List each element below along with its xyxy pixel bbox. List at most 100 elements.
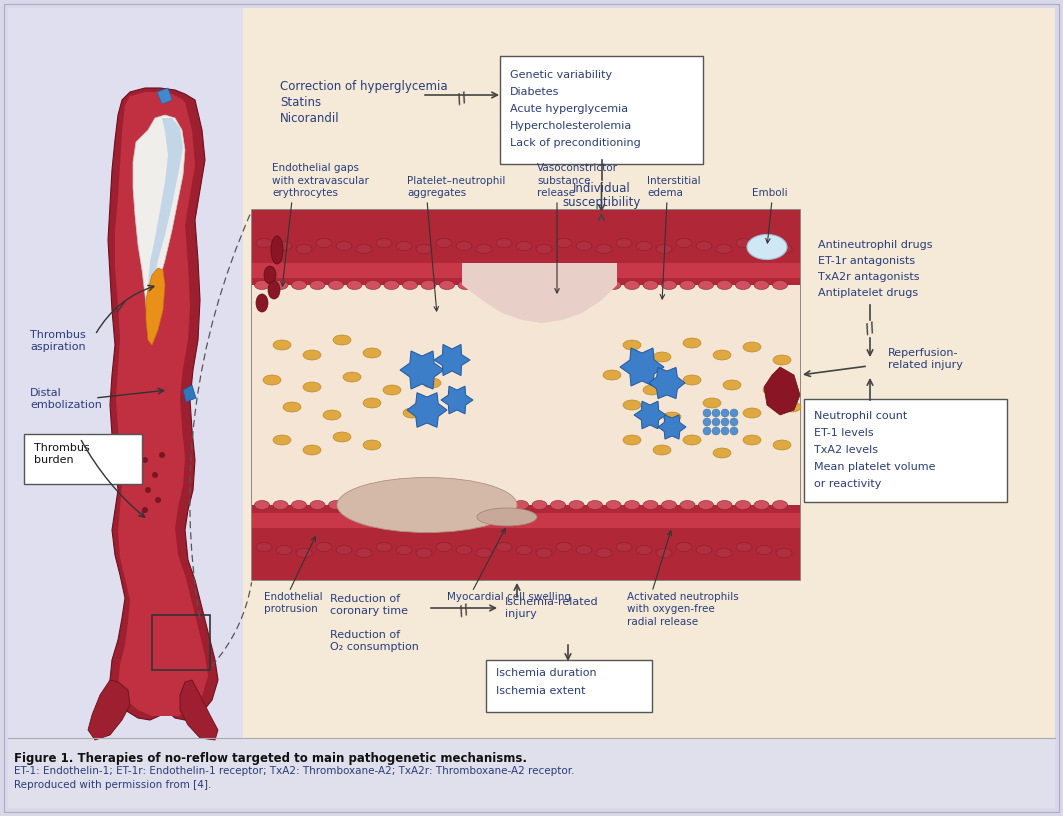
Text: Ischemia duration: Ischemia duration: [496, 668, 596, 678]
Text: Endothelial gaps
with extravascular
erythrocytes: Endothelial gaps with extravascular eryt…: [272, 163, 369, 198]
Ellipse shape: [636, 546, 652, 555]
Ellipse shape: [268, 281, 280, 299]
Ellipse shape: [680, 500, 695, 509]
Polygon shape: [180, 680, 218, 740]
Ellipse shape: [264, 266, 276, 284]
Ellipse shape: [653, 352, 671, 362]
FancyBboxPatch shape: [9, 8, 1054, 738]
Text: TxA2r antagonists: TxA2r antagonists: [819, 272, 919, 282]
Ellipse shape: [396, 242, 412, 251]
Text: or reactivity: or reactivity: [814, 479, 881, 489]
Circle shape: [152, 472, 158, 478]
Ellipse shape: [273, 281, 288, 290]
Text: Distal
embolization: Distal embolization: [30, 388, 102, 410]
Ellipse shape: [718, 281, 732, 290]
Text: Thrombus
aspiration: Thrombus aspiration: [30, 330, 86, 353]
Ellipse shape: [362, 398, 381, 408]
Ellipse shape: [653, 445, 671, 455]
Ellipse shape: [254, 281, 270, 290]
Ellipse shape: [271, 236, 283, 264]
Circle shape: [703, 418, 711, 426]
Ellipse shape: [763, 385, 781, 395]
Ellipse shape: [656, 245, 672, 254]
Ellipse shape: [476, 548, 492, 557]
Ellipse shape: [661, 500, 676, 509]
Ellipse shape: [736, 238, 752, 247]
Ellipse shape: [624, 281, 640, 290]
Ellipse shape: [716, 245, 732, 254]
Polygon shape: [634, 401, 667, 429]
Ellipse shape: [536, 548, 552, 557]
Ellipse shape: [569, 500, 584, 509]
Ellipse shape: [273, 500, 288, 509]
Ellipse shape: [696, 242, 712, 251]
Ellipse shape: [663, 412, 681, 422]
Ellipse shape: [347, 281, 362, 290]
Text: Correction of hyperglycemia: Correction of hyperglycemia: [280, 80, 448, 93]
Ellipse shape: [303, 382, 321, 392]
Ellipse shape: [458, 281, 473, 290]
Ellipse shape: [603, 370, 621, 380]
Ellipse shape: [496, 238, 512, 247]
Ellipse shape: [615, 543, 632, 552]
Ellipse shape: [283, 402, 301, 412]
Ellipse shape: [316, 238, 332, 247]
Ellipse shape: [336, 546, 352, 555]
Polygon shape: [157, 88, 172, 104]
Ellipse shape: [783, 402, 802, 412]
Text: Reduction of
O₂ consumption: Reduction of O₂ consumption: [330, 630, 419, 653]
Ellipse shape: [684, 435, 701, 445]
Ellipse shape: [291, 281, 306, 290]
Text: Myocardial cell swelling: Myocardial cell swelling: [448, 592, 571, 602]
Ellipse shape: [303, 445, 321, 455]
Ellipse shape: [456, 242, 472, 251]
Text: Individual: Individual: [573, 182, 630, 195]
Ellipse shape: [556, 543, 572, 552]
Ellipse shape: [296, 245, 313, 254]
Ellipse shape: [456, 546, 472, 555]
Text: Endothelial
protrusion: Endothelial protrusion: [264, 592, 323, 614]
Circle shape: [712, 418, 720, 426]
Text: Lack of preconditioning: Lack of preconditioning: [510, 138, 641, 148]
Text: Ischemia-related
injury: Ischemia-related injury: [505, 597, 598, 619]
Text: Mean platelet volume: Mean platelet volume: [814, 462, 935, 472]
Ellipse shape: [366, 500, 381, 509]
Text: Diabetes: Diabetes: [510, 87, 559, 97]
FancyBboxPatch shape: [252, 285, 800, 505]
Text: Thrombus
burden: Thrombus burden: [34, 443, 89, 465]
Ellipse shape: [416, 245, 432, 254]
Ellipse shape: [323, 410, 341, 420]
Ellipse shape: [718, 500, 732, 509]
Ellipse shape: [776, 548, 792, 557]
Ellipse shape: [296, 548, 313, 557]
Ellipse shape: [256, 238, 272, 247]
Ellipse shape: [356, 245, 372, 254]
Circle shape: [721, 418, 729, 426]
Polygon shape: [400, 351, 444, 389]
Ellipse shape: [596, 245, 612, 254]
Ellipse shape: [656, 548, 672, 557]
Text: Hypercholesterolemia: Hypercholesterolemia: [510, 121, 632, 131]
Polygon shape: [434, 344, 470, 375]
Ellipse shape: [743, 408, 761, 418]
Ellipse shape: [713, 350, 731, 360]
Ellipse shape: [376, 543, 392, 552]
FancyBboxPatch shape: [9, 8, 243, 738]
Ellipse shape: [256, 543, 272, 552]
Ellipse shape: [773, 440, 791, 450]
Text: ET-1: Endothelin-1; ET-1r: Endothelin-1 receptor; TxA2: Thromboxane-A2; TxA2r: T: ET-1: Endothelin-1; ET-1r: Endothelin-1 …: [14, 766, 574, 776]
FancyBboxPatch shape: [9, 738, 1054, 808]
Text: susceptibility: susceptibility: [562, 196, 641, 209]
Ellipse shape: [754, 500, 769, 509]
Ellipse shape: [276, 242, 292, 251]
Ellipse shape: [606, 500, 621, 509]
Polygon shape: [658, 415, 686, 439]
Ellipse shape: [276, 546, 292, 555]
FancyBboxPatch shape: [500, 56, 703, 164]
FancyBboxPatch shape: [252, 505, 800, 580]
Ellipse shape: [556, 238, 572, 247]
Text: Nicorandil: Nicorandil: [280, 112, 339, 125]
Text: Vasoconstrictor
substance
release: Vasoconstrictor substance release: [537, 163, 618, 198]
Ellipse shape: [736, 281, 750, 290]
Ellipse shape: [698, 281, 713, 290]
